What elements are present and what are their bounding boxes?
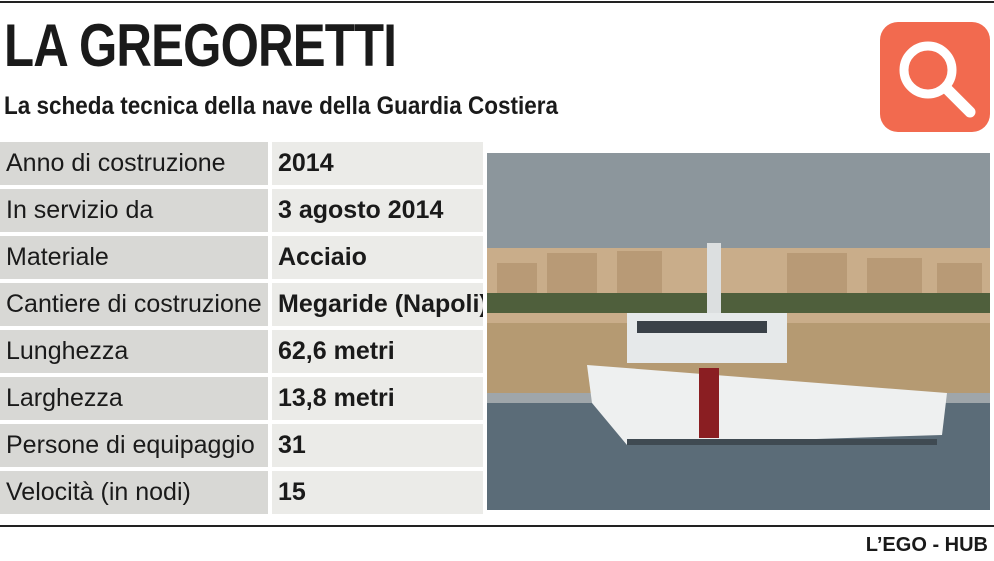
table-row: Lunghezza 62,6 metri [0, 330, 483, 373]
spec-table: Anno di costruzione 2014 In servizio da 3 a… [0, 142, 483, 518]
row-value: 3 agosto 2014 [272, 189, 483, 232]
row-value: 15 [272, 471, 483, 514]
credit: L’EGO - HUB [865, 534, 988, 556]
row-value: Megaride (Napoli) [272, 283, 483, 326]
table-row: Anno di costruzione 2014 [0, 142, 483, 185]
bottom-rule [0, 525, 994, 527]
row-label: Cantiere di costruzione [0, 283, 268, 326]
table-row: Materiale Acciaio [0, 236, 483, 279]
table-row: Larghezza 13,8 metri [0, 377, 483, 420]
row-label: Lunghezza [0, 330, 268, 373]
subtitle: La scheda tecnica della nave della Guard… [4, 92, 558, 120]
table-row: Persone di equipaggio 31 [0, 424, 483, 467]
row-value: 2014 [272, 142, 483, 185]
table-row: Cantiere di costruzione Megaride (Napoli) [0, 283, 483, 326]
row-label: Anno di costruzione [0, 142, 268, 185]
row-value: 62,6 metri [272, 330, 483, 373]
search-icon [880, 22, 990, 132]
row-label: Velocità (in nodi) [0, 471, 268, 514]
ship-photo [487, 153, 990, 510]
row-value: 31 [272, 424, 483, 467]
table-row: In servizio da 3 agosto 2014 [0, 189, 483, 232]
row-label: Persone di equipaggio [0, 424, 268, 467]
top-rule [0, 1, 994, 3]
table-row: Velocità (in nodi) 15 [0, 471, 483, 514]
row-label: Materiale [0, 236, 268, 279]
row-value: Acciaio [272, 236, 483, 279]
row-value: 13,8 metri [272, 377, 483, 420]
row-label: Larghezza [0, 377, 268, 420]
title: LA GREGORETTI [4, 12, 397, 79]
row-label: In servizio da [0, 189, 268, 232]
